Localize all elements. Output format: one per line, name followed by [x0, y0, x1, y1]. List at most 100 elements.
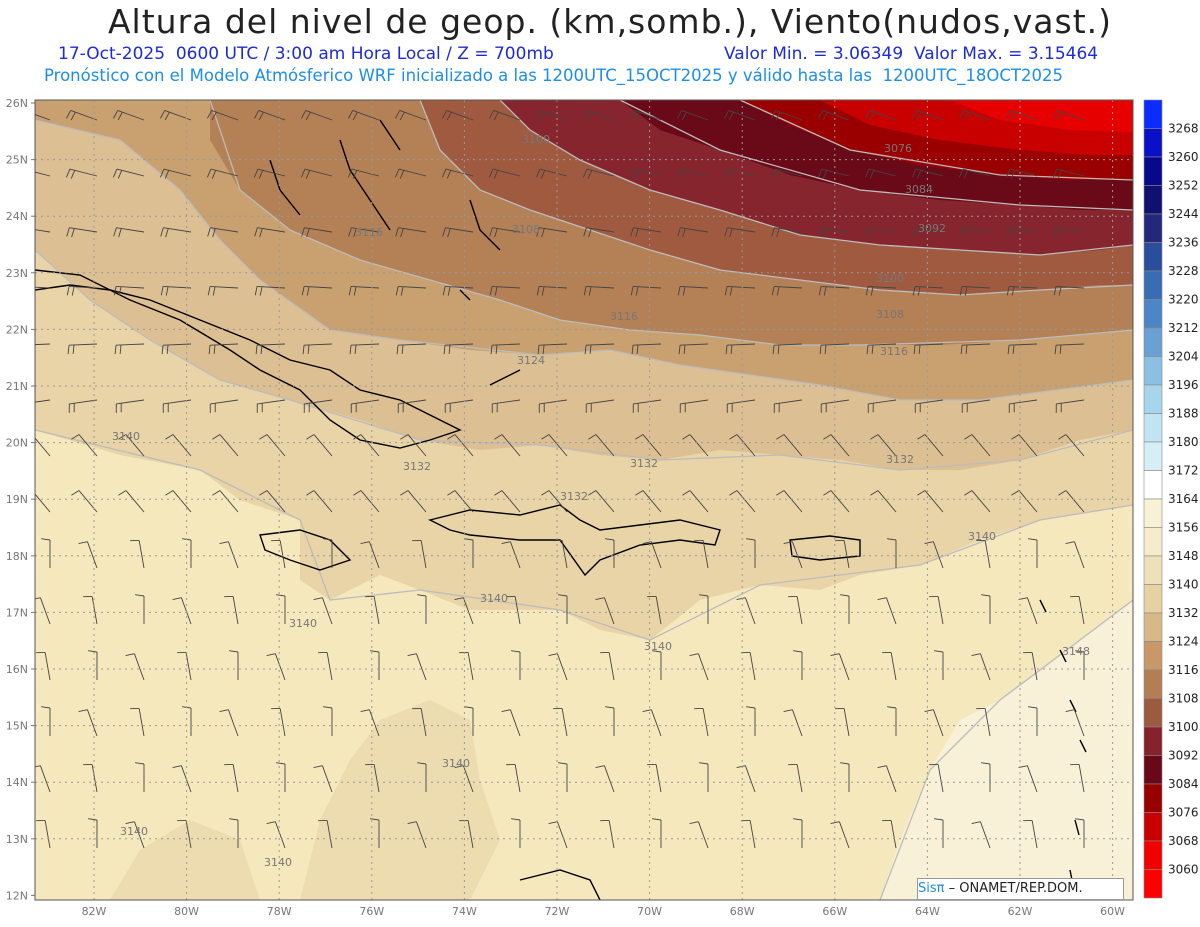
wind-barb-feather [587, 170, 593, 179]
wind-barb-feather [536, 168, 541, 178]
wind-barb-shaft [1018, 490, 1038, 513]
wind-barb-feather [775, 170, 781, 179]
wind-barb-shaft [467, 820, 474, 849]
colorbar-label: 3140 [1168, 578, 1199, 592]
lesser-antilles-coast [1039, 599, 1087, 881]
wind-barb-feather [494, 490, 503, 496]
jamaica-coast [259, 529, 352, 571]
wind-barb-feather [736, 597, 746, 600]
wind-barb-feather [113, 227, 117, 237]
wind-barb-feather [818, 110, 824, 119]
wind-barb-feather [1053, 110, 1059, 119]
subtitle-minmax: Valor Min. = 3.06349 Valor Max. = 3.1546… [724, 44, 1099, 64]
wind-barb-shaft [792, 541, 803, 569]
wind-barb-feather [259, 228, 263, 238]
wind-barb-feather [447, 228, 451, 238]
wind-barb-shaft [933, 541, 944, 569]
wind-barb-feather [117, 111, 123, 121]
wind-barb-feather [776, 434, 785, 440]
wind-barb-feather [1057, 111, 1063, 121]
wind-barb-feather [400, 434, 409, 440]
wind-barb-shaft [91, 764, 98, 793]
wind-barb-feather [417, 762, 427, 765]
wind-barb-feather [442, 110, 448, 119]
wind-barb-shaft [745, 765, 756, 793]
wind-barb-feather [301, 286, 305, 296]
wind-barb-feather [21, 345, 22, 354]
wind-barb-feather [207, 168, 212, 178]
wind-barb-shaft [125, 434, 145, 457]
wind-barb-feather [677, 227, 681, 237]
wind-barb-shaft [44, 820, 51, 849]
wind-barb-feather [971, 653, 981, 656]
wind-barb-feather [981, 762, 991, 765]
wind-barb-feather [917, 490, 926, 496]
wind-barb-feather [887, 706, 897, 709]
colorbar-label: 3068 [1168, 834, 1199, 848]
wind-barb-shaft [510, 709, 521, 737]
wind-barb-shaft [78, 434, 98, 457]
colorbar-label: 3252 [1168, 179, 1199, 193]
wind-barb-shaft [35, 399, 51, 403]
wind-barb-shaft [138, 540, 145, 569]
wind-barb-feather [254, 168, 259, 178]
wind-barb-feather [1053, 168, 1058, 178]
wind-barb-feather [360, 709, 370, 712]
wind-barb-shaft [1027, 597, 1038, 625]
contour-label: 3132 [403, 460, 431, 473]
wind-barb-feather [260, 344, 263, 354]
wind-barb-feather [971, 821, 981, 824]
wind-barb-shaft [1031, 820, 1038, 849]
wind-barb-feather [642, 709, 652, 712]
wind-barb-shaft [501, 434, 521, 457]
wind-barb-feather [682, 490, 691, 496]
wind-barb-feather [917, 434, 926, 440]
wind-barb-feather [1010, 111, 1016, 121]
wind-barb-shaft [232, 596, 239, 625]
wind-barb-feather [959, 168, 964, 178]
wind-barb-feather [207, 286, 211, 296]
wind-barb-feather [489, 286, 493, 296]
wind-barb-feather [729, 490, 738, 496]
contour-label: 3124 [517, 354, 545, 367]
wind-barb-shaft [796, 764, 803, 793]
wind-barb-shaft [877, 434, 897, 457]
wind-barb-feather [783, 541, 793, 544]
lon-label: 64W [915, 905, 940, 918]
wind-barb-feather [71, 228, 75, 238]
wind-barb-feather [689, 821, 699, 824]
wind-barb-feather [20, 286, 22, 295]
wind-barb-shaft [40, 765, 51, 793]
wind-barb-feather [934, 818, 944, 821]
wind-barb-shaft [228, 541, 239, 569]
wind-barb-shaft [279, 540, 286, 569]
wind-barb-feather [306, 228, 310, 238]
wind-barb-feather [964, 286, 968, 296]
wind-barb-shaft [1065, 490, 1085, 513]
wind-barb-feather [771, 110, 777, 119]
contour-label: 3116 [880, 345, 908, 358]
lat-label: 20N [6, 437, 28, 450]
wind-barb-feather [348, 168, 353, 178]
wind-barb-feather [960, 345, 963, 355]
colorbar-label: 3164 [1168, 492, 1199, 506]
lat-label: 21N [6, 380, 28, 393]
wind-barb-shaft [463, 597, 474, 625]
wind-barb-feather [605, 538, 615, 541]
wind-barb-shaft [792, 709, 803, 737]
wind-barb-feather [160, 227, 164, 237]
wind-barb-feather [254, 286, 258, 296]
wind-barb-shaft [360, 434, 380, 457]
wind-barb-shaft [698, 821, 709, 849]
wind-barb-feather [212, 228, 216, 238]
wind-barb-feather [1011, 228, 1015, 238]
wind-barb-feather [869, 111, 875, 121]
wind-barb-shaft [360, 490, 380, 513]
wind-barb-feather [783, 709, 793, 712]
wind-barb-feather [442, 286, 446, 296]
wind-barb-feather [870, 228, 874, 238]
wind-barb-feather [548, 821, 558, 824]
wind-barb-feather [912, 286, 916, 296]
colorbar-swatch [1143, 641, 1163, 671]
wind-barb-feather [489, 168, 494, 178]
